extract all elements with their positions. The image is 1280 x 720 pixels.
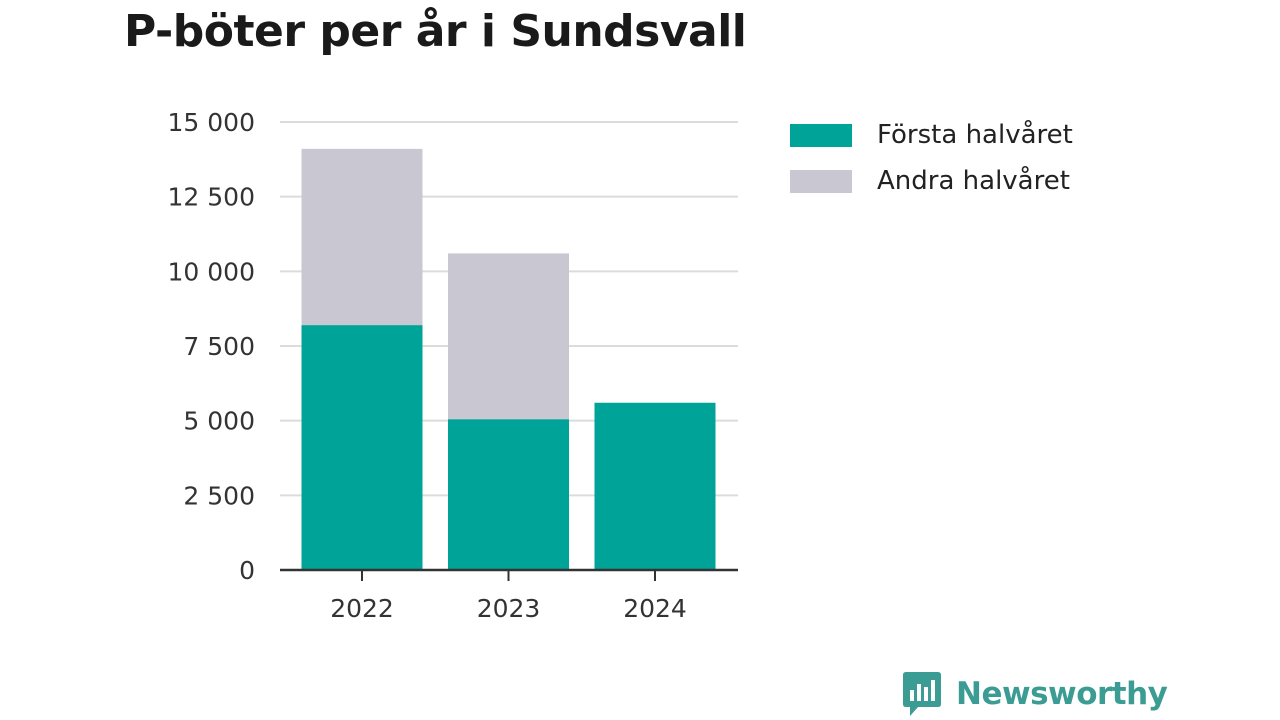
y-tick-label: 7 500 (183, 332, 255, 361)
brand-name: Newsworthy (956, 676, 1168, 712)
bar-segment (448, 419, 569, 570)
y-tick-label: 5 000 (183, 407, 255, 436)
bar-segment (448, 253, 569, 420)
legend-item-first-half: Första halvåret (790, 112, 1073, 158)
bar-segment (594, 402, 716, 570)
bars (301, 148, 716, 570)
x-axis: 2022 2023 2024 (280, 568, 738, 623)
chart-title: P-böter per år i Sundsvall (124, 6, 747, 57)
legend-label-first-half: Första halvåret (877, 120, 1073, 150)
y-tick-label: 2 500 (183, 481, 255, 510)
x-tick-label: 2023 (477, 594, 541, 623)
newsworthy-logo: Newsworthy (902, 670, 1168, 718)
legend-swatch-first-half (790, 123, 852, 147)
bar-chart-speech-bubble-icon (903, 672, 941, 716)
x-tick-label: 2022 (330, 594, 394, 623)
y-tick-label: 0 (239, 556, 255, 585)
y-tick-label: 12 500 (168, 183, 255, 212)
x-tick-label: 2024 (623, 594, 687, 623)
bar-segment (301, 325, 423, 570)
y-tick-label: 10 000 (168, 257, 255, 286)
bar-segment (301, 148, 423, 326)
legend-item-second-half: Andra halvåret (790, 158, 1073, 204)
legend: Första halvåret Andra halvåret (790, 112, 1073, 204)
y-tick-label: 15 000 (168, 108, 255, 137)
legend-swatch-second-half (790, 169, 852, 193)
legend-label-second-half: Andra halvåret (877, 166, 1070, 196)
y-axis-tick-labels: 0 2 500 5 000 7 500 10 000 12 500 15 000 (168, 108, 255, 585)
